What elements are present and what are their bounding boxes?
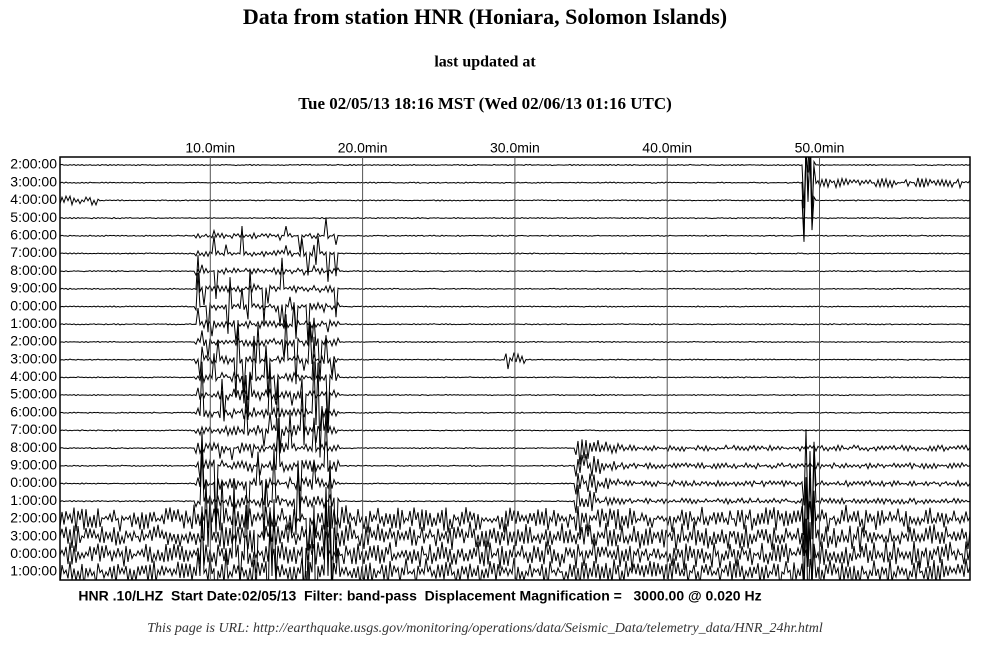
caption: HNR .10/LHZ Start Date:02/05/13 Filter: … [78, 588, 761, 604]
row-label: 0:00:00 [10, 297, 57, 313]
x-label: 50.0min [795, 140, 845, 156]
row-label: 1:00:00 [10, 563, 57, 579]
row-label: 4:00:00 [10, 191, 57, 207]
row-label: 7:00:00 [10, 244, 57, 260]
row-label: 3:00:00 [10, 173, 57, 189]
row-label: 8:00:00 [10, 262, 57, 278]
row-label: 1:00:00 [10, 315, 57, 331]
footer-url: This page is URL: http://earthquake.usgs… [147, 621, 823, 636]
x-label: 40.0min [642, 140, 692, 156]
row-label: 4:00:00 [10, 368, 57, 384]
row-label: 1:00:00 [10, 492, 57, 508]
row-label: 8:00:00 [10, 439, 57, 455]
subtitle: last updated at [434, 54, 536, 71]
row-label: 6:00:00 [10, 226, 57, 242]
row-label: 5:00:00 [10, 209, 57, 225]
row-label: 6:00:00 [10, 403, 57, 419]
row-label: 9:00:00 [10, 457, 57, 473]
x-label: 30.0min [490, 140, 540, 156]
row-label: 9:00:00 [10, 280, 57, 296]
row-label: 0:00:00 [10, 474, 57, 490]
row-label: 3:00:00 [10, 527, 57, 543]
row-label: 3:00:00 [10, 350, 57, 366]
x-label: 10.0min [185, 140, 235, 156]
row-label: 2:00:00 [10, 510, 57, 526]
row-label: 2:00:00 [10, 333, 57, 349]
timestamp: Tue 02/05/13 18:16 MST (Wed 02/06/13 01:… [298, 94, 672, 113]
row-label: 2:00:00 [10, 156, 57, 172]
row-label: 7:00:00 [10, 421, 57, 437]
row-label: 0:00:00 [10, 545, 57, 561]
row-label: 5:00:00 [10, 386, 57, 402]
page-title: Data from station HNR (Honiara, Solomon … [243, 4, 727, 29]
x-label: 20.0min [338, 140, 388, 156]
